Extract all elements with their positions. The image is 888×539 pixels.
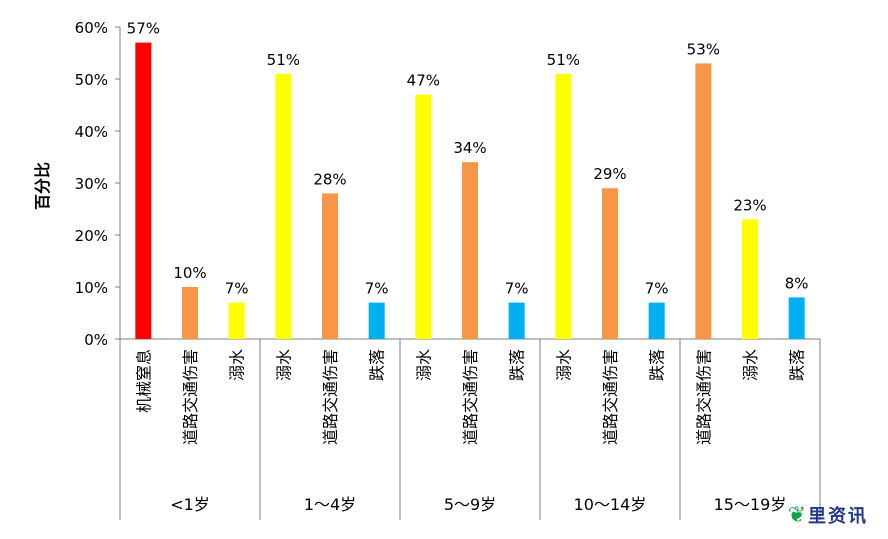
bar — [368, 302, 385, 339]
bar — [322, 193, 338, 339]
data-label: 7% — [225, 280, 249, 298]
y-tick-label: 60% — [75, 19, 108, 37]
group-label: 1～4岁 — [304, 495, 356, 514]
category-label: 道路交通伤害 — [461, 349, 480, 445]
category-label: 道路交通伤害 — [601, 349, 620, 445]
y-tick-label: 50% — [75, 71, 108, 89]
data-labels-layer: 57% 10% 7% 51% 28% 7% 47% 34% 7% 51% 29% 7% 53% 23% 8% — [127, 20, 809, 298]
data-label: 51% — [267, 51, 300, 69]
y-tick-label: 10% — [75, 279, 108, 297]
category-label: 溺水 — [414, 349, 433, 381]
y-tick-label: 30% — [75, 175, 108, 193]
data-label: 47% — [407, 72, 440, 90]
category-label: 跌落 — [368, 349, 387, 381]
bar — [788, 297, 805, 339]
data-label: 23% — [733, 196, 766, 214]
data-label: 29% — [593, 165, 626, 183]
bar — [648, 302, 665, 339]
data-label: 7% — [645, 280, 669, 298]
data-label: 28% — [313, 170, 346, 188]
category-label: 溺水 — [274, 349, 293, 381]
group-label: 10～14岁 — [574, 495, 647, 514]
bar — [462, 162, 478, 339]
category-label: 跌落 — [648, 349, 667, 381]
data-label: 10% — [173, 264, 206, 282]
category-label: 溺水 — [741, 349, 760, 381]
bar — [508, 302, 525, 339]
data-label: 7% — [365, 280, 389, 298]
bar — [415, 94, 432, 339]
category-label: 道路交通伤害 — [181, 349, 200, 445]
data-label: 8% — [785, 274, 809, 292]
bar — [182, 287, 198, 339]
category-label: 溺水 — [228, 349, 247, 381]
category-label: 溺水 — [554, 349, 573, 381]
y-axis-title: 百分比 — [33, 162, 52, 210]
group-label: 5～9岁 — [444, 495, 496, 514]
data-label: 51% — [547, 51, 580, 69]
category-label: 跌落 — [508, 349, 527, 381]
data-label: 7% — [505, 280, 529, 298]
bar — [275, 73, 292, 340]
category-label: 机械窒息 — [134, 349, 153, 413]
bar — [602, 188, 618, 339]
watermark: ❦里资讯 — [788, 502, 868, 528]
watermark-text: 里资讯 — [808, 506, 868, 527]
group-labels-layer: <1岁 1～4岁 5～9岁 10～14岁 15～19岁 — [170, 495, 786, 514]
leaf-icon: ❦ — [787, 503, 808, 528]
bar — [228, 302, 245, 339]
y-tick-label: 0% — [84, 331, 108, 349]
bar — [555, 73, 572, 340]
bar — [742, 219, 758, 339]
category-label: 道路交通伤害 — [694, 349, 713, 445]
data-label: 53% — [687, 40, 720, 58]
y-tick-label: 40% — [75, 123, 108, 141]
group-label: <1岁 — [170, 495, 210, 514]
category-labels-layer: 机械窒息 道路交通伤害 溺水 溺水 道路交通伤害 跌落 溺水 道路交通伤害 跌落 溺水 道路交通伤害… — [134, 349, 806, 445]
data-label: 34% — [453, 139, 486, 157]
group-label: 15～19岁 — [714, 495, 787, 514]
y-axis-ticks: 0% 10% 20% 30% 40% 50% 60% — [75, 19, 120, 349]
bars-layer — [135, 42, 805, 340]
y-tick-label: 20% — [75, 227, 108, 245]
bar — [135, 42, 152, 339]
category-label: 道路交通伤害 — [321, 349, 340, 445]
data-label: 57% — [127, 20, 160, 38]
bar — [695, 63, 712, 340]
category-label: 跌落 — [788, 349, 807, 381]
